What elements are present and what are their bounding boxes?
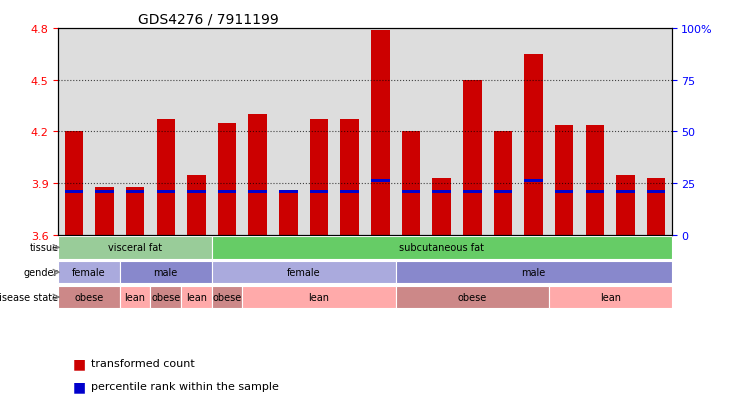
- Text: transformed count: transformed count: [91, 358, 195, 368]
- Bar: [340, 120, 359, 235]
- Text: gender: gender: [24, 268, 58, 278]
- Bar: [371, 180, 390, 182]
- Bar: [64, 191, 83, 193]
- Text: female: female: [72, 268, 106, 278]
- Bar: [585, 125, 604, 235]
- Bar: [248, 191, 267, 193]
- Bar: [187, 191, 206, 193]
- Bar: [585, 191, 604, 193]
- Bar: [616, 175, 635, 235]
- Bar: [310, 120, 328, 235]
- Text: lean: lean: [125, 292, 145, 302]
- Bar: [493, 191, 512, 193]
- Text: ■: ■: [73, 356, 86, 370]
- FancyBboxPatch shape: [212, 237, 672, 259]
- Bar: [555, 125, 574, 235]
- FancyBboxPatch shape: [58, 237, 212, 259]
- Bar: [187, 175, 206, 235]
- Bar: [402, 132, 420, 235]
- Bar: [126, 191, 145, 193]
- Text: ■: ■: [73, 379, 86, 393]
- Bar: [402, 191, 420, 193]
- Text: lean: lean: [600, 292, 620, 302]
- Text: disease state: disease state: [0, 292, 58, 302]
- Text: lean: lean: [186, 292, 207, 302]
- Bar: [218, 191, 237, 193]
- Bar: [555, 191, 574, 193]
- Bar: [524, 55, 543, 235]
- Bar: [248, 115, 267, 235]
- FancyBboxPatch shape: [212, 286, 242, 309]
- Text: female: female: [287, 268, 320, 278]
- Text: obese: obese: [74, 292, 104, 302]
- Bar: [95, 187, 114, 235]
- Bar: [218, 123, 237, 235]
- Bar: [279, 191, 298, 193]
- Bar: [340, 191, 359, 193]
- FancyBboxPatch shape: [396, 286, 549, 309]
- Bar: [279, 192, 298, 235]
- FancyBboxPatch shape: [120, 261, 212, 284]
- Bar: [310, 191, 328, 193]
- Bar: [463, 191, 482, 193]
- Text: obese: obese: [212, 292, 242, 302]
- Text: male: male: [153, 268, 178, 278]
- FancyBboxPatch shape: [549, 286, 672, 309]
- FancyBboxPatch shape: [120, 286, 150, 309]
- Bar: [95, 191, 114, 193]
- FancyBboxPatch shape: [396, 261, 672, 284]
- Bar: [156, 191, 175, 193]
- FancyBboxPatch shape: [150, 286, 181, 309]
- Text: obese: obese: [458, 292, 487, 302]
- FancyBboxPatch shape: [242, 286, 396, 309]
- Text: visceral fat: visceral fat: [108, 243, 162, 253]
- Text: obese: obese: [151, 292, 180, 302]
- Bar: [126, 187, 145, 235]
- Bar: [432, 178, 451, 235]
- Bar: [616, 191, 635, 193]
- FancyBboxPatch shape: [58, 261, 120, 284]
- Bar: [64, 132, 83, 235]
- FancyBboxPatch shape: [212, 261, 396, 284]
- Text: percentile rank within the sample: percentile rank within the sample: [91, 381, 279, 391]
- Bar: [647, 191, 666, 193]
- FancyBboxPatch shape: [58, 286, 120, 309]
- Bar: [647, 178, 666, 235]
- Bar: [432, 191, 451, 193]
- Text: subcutaneous fat: subcutaneous fat: [399, 243, 484, 253]
- Bar: [493, 132, 512, 235]
- Text: tissue: tissue: [29, 243, 58, 253]
- Text: lean: lean: [309, 292, 329, 302]
- Text: male: male: [521, 268, 546, 278]
- Bar: [371, 31, 390, 235]
- Bar: [156, 120, 175, 235]
- Text: GDS4276 / 7911199: GDS4276 / 7911199: [138, 12, 279, 26]
- Bar: [463, 81, 482, 235]
- FancyBboxPatch shape: [181, 286, 212, 309]
- Bar: [524, 180, 543, 182]
